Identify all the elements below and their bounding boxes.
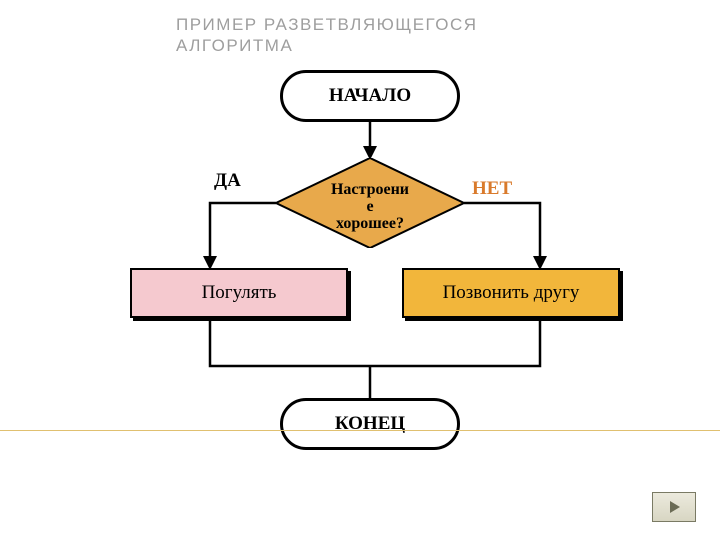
next-button[interactable] xyxy=(652,492,696,522)
divider xyxy=(0,430,720,431)
end-label: КОНЕЦ xyxy=(335,413,405,435)
play-icon xyxy=(666,499,682,515)
edge-merge xyxy=(0,0,720,540)
end-node: КОНЕЦ xyxy=(280,398,460,450)
